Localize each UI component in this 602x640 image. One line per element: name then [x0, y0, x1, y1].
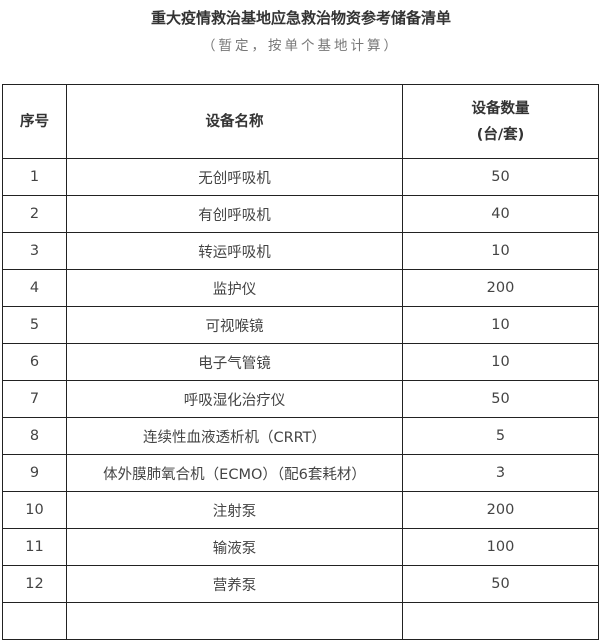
cell-name: 连续性血液透析机（CRRT） [66, 417, 403, 455]
cell-index: 12 [2, 565, 67, 603]
table-row: 10 注射泵 200 [2, 491, 599, 529]
cell-quantity: 50 [402, 380, 599, 418]
cell-name: 无创呼吸机 [66, 158, 403, 196]
cell-empty [66, 602, 403, 640]
cell-index: 3 [2, 232, 67, 270]
cell-index: 9 [2, 454, 67, 492]
cell-index: 6 [2, 343, 67, 381]
header-quantity-unit: (台/套) [476, 126, 525, 143]
cell-quantity: 200 [402, 491, 599, 529]
cell-index: 8 [2, 417, 67, 455]
cell-index: 5 [2, 306, 67, 344]
cell-name: 可视喉镜 [66, 306, 403, 344]
cell-quantity: 50 [402, 565, 599, 603]
table-row [2, 602, 599, 640]
cell-name: 输液泵 [66, 528, 403, 566]
table-row: 2 有创呼吸机 40 [2, 195, 599, 233]
cell-quantity: 100 [402, 528, 599, 566]
cell-quantity: 10 [402, 343, 599, 381]
cell-empty [402, 602, 599, 640]
table-row: 7 呼吸湿化治疗仪 50 [2, 380, 599, 418]
table-row: 3 转运呼吸机 10 [2, 232, 599, 270]
cell-index: 10 [2, 491, 67, 529]
table-row: 9 体外膜肺氧合机（ECMO）（配6套耗材） 3 [2, 454, 599, 492]
table-row: 4 监护仪 200 [2, 269, 599, 307]
cell-index: 1 [2, 158, 67, 196]
header-quantity-line1: 设备数量 [471, 100, 530, 117]
header-index: 序号 [2, 84, 67, 159]
cell-quantity: 200 [402, 269, 599, 307]
header-row: 序号 设备名称 设备数量 (台/套) [2, 84, 599, 159]
equipment-table: 序号 设备名称 设备数量 (台/套) 1 无创呼吸机 50 2 有创呼吸机 40 3 转运呼吸机… [2, 84, 599, 640]
table-row: 6 电子气管镜 10 [2, 343, 599, 381]
cell-empty [2, 602, 67, 640]
cell-index: 4 [2, 269, 67, 307]
document-subtitle: （暂定，按单个基地计算） [202, 38, 400, 54]
table-row: 8 连续性血液透析机（CRRT） 5 [2, 417, 599, 455]
cell-name: 呼吸湿化治疗仪 [66, 380, 403, 418]
table-row: 12 营养泵 50 [2, 565, 599, 603]
cell-name: 监护仪 [66, 269, 403, 307]
table-row: 1 无创呼吸机 50 [2, 158, 599, 196]
cell-quantity: 10 [402, 232, 599, 270]
cell-name: 注射泵 [66, 491, 403, 529]
cell-quantity: 40 [402, 195, 599, 233]
cell-index: 11 [2, 528, 67, 566]
cell-name: 转运呼吸机 [66, 232, 403, 270]
document-title: 重大疫情救治基地应急救治物资参考储备清单 [150, 9, 451, 27]
cell-name: 营养泵 [66, 565, 403, 603]
header-quantity: 设备数量 (台/套) [402, 84, 599, 159]
cell-name: 有创呼吸机 [66, 195, 403, 233]
cell-quantity: 50 [402, 158, 599, 196]
cell-name: 体外膜肺氧合机（ECMO）（配6套耗材） [66, 454, 403, 492]
table-row: 11 输液泵 100 [2, 528, 599, 566]
table-row: 5 可视喉镜 10 [2, 306, 599, 344]
cell-quantity: 5 [402, 417, 599, 455]
cell-index: 7 [2, 380, 67, 418]
cell-name: 电子气管镜 [66, 343, 403, 381]
cell-index: 2 [2, 195, 67, 233]
cell-quantity: 10 [402, 306, 599, 344]
header-name: 设备名称 [66, 84, 403, 159]
cell-quantity: 3 [402, 454, 599, 492]
